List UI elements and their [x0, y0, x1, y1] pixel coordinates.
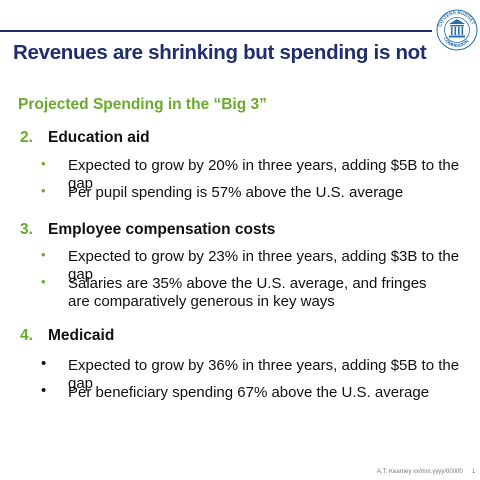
bullet-dot: • — [41, 247, 46, 262]
slide-title: Revenues are shrinking but spending is n… — [13, 41, 427, 64]
bullet-dot: • — [41, 355, 47, 372]
bullet-dot: • — [41, 156, 46, 171]
bullet-dot: • — [41, 183, 46, 198]
bullet-text: Salaries are 35% above the U.S. average,… — [68, 275, 427, 310]
section-number: 2. — [20, 129, 33, 146]
section-heading: Education aid — [48, 129, 150, 146]
bullet-text: Expected to grow by 36% in three years, … — [68, 357, 460, 392]
bullet-dot: • — [41, 274, 46, 289]
citizens-budget-commission-logo: CITIZENS BUDGET COMMISSION — [436, 9, 478, 51]
bullet-text: Per pupil spending is 57% above the U.S.… — [68, 184, 404, 201]
bullet-text: Expected to grow by 23% in three years, … — [68, 248, 460, 283]
section-number: 4. — [20, 327, 33, 344]
page-number: 1 — [472, 469, 476, 475]
title-rule — [0, 30, 432, 32]
bullet-dot: • — [41, 382, 47, 399]
bullet-text: Per beneficiary spending 67% above the U… — [68, 384, 430, 401]
slide-subtitle: Projected Spending in the “Big 3” — [18, 96, 267, 113]
section-heading: Employee compensation costs — [48, 221, 276, 238]
section-number: 3. — [20, 221, 33, 238]
footer-text: A.T. Kearney xx/mm.yyyy/00000 — [377, 469, 463, 475]
bullet-text: Expected to grow by 20% in three years, … — [68, 157, 460, 192]
section-heading: Medicaid — [48, 327, 115, 344]
